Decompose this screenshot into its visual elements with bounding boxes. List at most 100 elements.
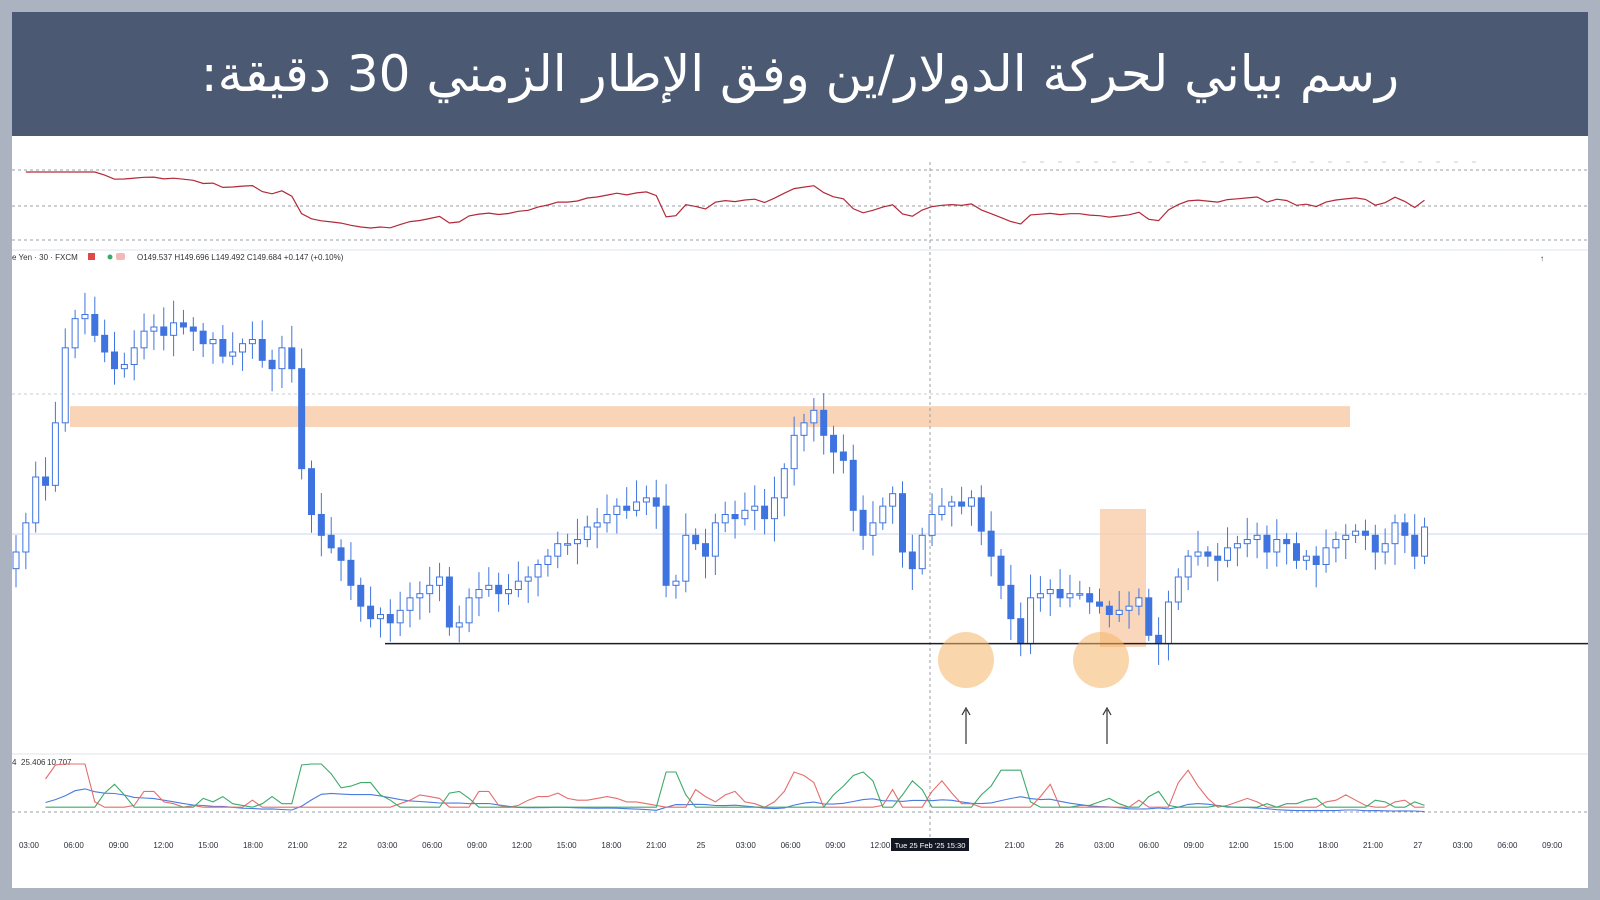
candle bbox=[258, 320, 266, 368]
candle bbox=[1391, 514, 1399, 565]
candle bbox=[298, 348, 306, 480]
candle bbox=[1273, 519, 1281, 567]
time-tick-label: 21:00 bbox=[1005, 841, 1026, 850]
time-tick-label: 09:00 bbox=[825, 841, 846, 850]
indicator-value-a: 4 bbox=[12, 758, 17, 767]
tradingview-chart[interactable]: e Yen · 30 · FXCM O149.537 H149.696 L149… bbox=[12, 136, 1588, 888]
candle bbox=[1115, 591, 1123, 622]
candle bbox=[958, 486, 966, 515]
time-tick-label: 21:00 bbox=[646, 841, 667, 850]
candle bbox=[554, 531, 562, 569]
candle bbox=[111, 331, 118, 385]
candle bbox=[1214, 542, 1222, 582]
candle bbox=[711, 513, 719, 575]
candle bbox=[130, 330, 138, 381]
flag-icon bbox=[88, 253, 95, 260]
candle bbox=[839, 434, 847, 474]
rsi-pane bbox=[12, 161, 1588, 241]
time-tick-label: 15:00 bbox=[1273, 841, 1294, 850]
candle bbox=[436, 562, 444, 602]
candle bbox=[583, 515, 591, 548]
candle bbox=[367, 586, 375, 628]
ohlc-label: O149.537 H149.696 L149.492 C149.684 +0.1… bbox=[137, 253, 344, 262]
candle bbox=[603, 494, 611, 533]
indicator-value-b: 25.406 bbox=[21, 758, 46, 767]
candle bbox=[485, 567, 493, 597]
candle bbox=[1233, 535, 1241, 567]
candle bbox=[248, 321, 256, 359]
candle bbox=[662, 484, 670, 598]
candle bbox=[229, 332, 237, 366]
collapse-arrow-icon[interactable]: ↑ bbox=[1540, 254, 1544, 263]
candle bbox=[278, 335, 286, 389]
time-tick-label: 03:00 bbox=[377, 841, 398, 850]
candle bbox=[337, 539, 345, 582]
candle bbox=[849, 444, 857, 532]
candle bbox=[347, 542, 355, 601]
demand-box bbox=[1100, 509, 1146, 647]
candle bbox=[465, 588, 473, 633]
candle bbox=[1086, 586, 1094, 614]
candle bbox=[918, 527, 926, 575]
candle bbox=[1293, 532, 1300, 569]
candle bbox=[1371, 524, 1379, 570]
candle bbox=[682, 513, 690, 593]
candle bbox=[268, 349, 276, 392]
candle bbox=[1046, 579, 1054, 617]
candle bbox=[199, 323, 207, 357]
time-tick-label: 27 bbox=[1413, 841, 1422, 850]
time-tick-label: 21:00 bbox=[288, 841, 309, 850]
candle bbox=[879, 497, 887, 530]
candle bbox=[455, 605, 463, 643]
candle bbox=[967, 490, 975, 526]
candle bbox=[820, 393, 828, 455]
candle bbox=[12, 535, 20, 588]
candle bbox=[672, 574, 680, 599]
time-tick-label: 03:00 bbox=[1453, 841, 1474, 850]
time-tick-label: 03:00 bbox=[1094, 841, 1115, 850]
candle bbox=[692, 528, 700, 550]
chart-background bbox=[12, 136, 1588, 888]
candle bbox=[751, 485, 759, 531]
candle bbox=[1381, 528, 1389, 565]
candle bbox=[71, 309, 79, 359]
candle bbox=[475, 572, 483, 617]
candle bbox=[564, 533, 572, 555]
candle bbox=[633, 480, 641, 517]
candle bbox=[150, 314, 158, 351]
candle bbox=[514, 561, 522, 598]
candle bbox=[61, 328, 69, 432]
time-tick-label: 09:00 bbox=[467, 841, 488, 850]
candle bbox=[288, 325, 296, 383]
candle bbox=[1224, 527, 1232, 568]
candle bbox=[770, 476, 778, 542]
up-arrow-1 bbox=[961, 706, 971, 744]
candle bbox=[534, 559, 542, 597]
time-tick-label: 25 bbox=[697, 841, 706, 850]
time-tick-label: 03:00 bbox=[736, 841, 757, 850]
candle bbox=[1145, 588, 1153, 642]
candle bbox=[1076, 580, 1084, 600]
candles bbox=[12, 292, 1429, 665]
candle bbox=[426, 566, 434, 613]
candle bbox=[505, 574, 512, 605]
candle bbox=[1411, 514, 1419, 570]
candle bbox=[1361, 519, 1369, 551]
candle bbox=[652, 479, 660, 529]
candle bbox=[22, 512, 30, 570]
banner-title: رسم بياني لحركة الدولار/ين وفق الإطار ال… bbox=[200, 45, 1400, 103]
dmi-pane: 4 25.406 10.707 bbox=[12, 758, 1588, 813]
candle bbox=[977, 485, 985, 546]
status-dot-icon bbox=[107, 254, 113, 260]
candle bbox=[1401, 513, 1409, 554]
candle bbox=[544, 549, 552, 577]
crosshair-time-label: Tue 25 Feb '25 15:30 bbox=[895, 841, 966, 850]
candle bbox=[524, 566, 532, 603]
candle bbox=[91, 296, 99, 343]
candle bbox=[1253, 522, 1261, 559]
candle bbox=[308, 460, 315, 533]
time-tick-label: 09:00 bbox=[1542, 841, 1563, 850]
candle bbox=[948, 495, 956, 527]
candle bbox=[51, 401, 59, 492]
time-tick-label: 06:00 bbox=[781, 841, 802, 850]
